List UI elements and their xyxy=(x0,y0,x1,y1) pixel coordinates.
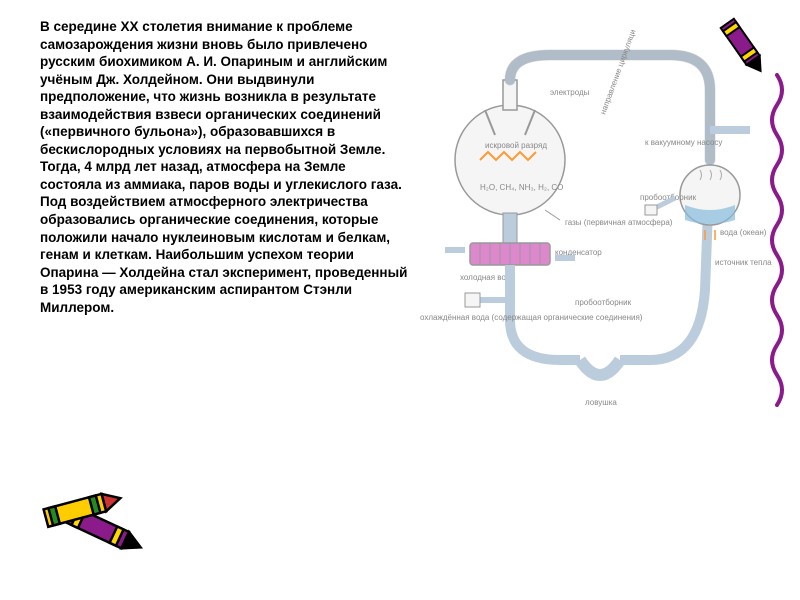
label-electrodes: электроды xyxy=(550,88,590,97)
label-circulation: направление циркуляции водяного пара xyxy=(598,30,658,116)
crayon-decoration-bottom xyxy=(30,465,170,580)
label-sampler: пробоотборник xyxy=(575,298,632,307)
label-cooled: охлаждённая вода (содержащая органически… xyxy=(420,313,643,322)
label-formula: H₂O, CH₄, NH₃, H₂, CO xyxy=(480,183,563,192)
label-trap: ловушка xyxy=(585,398,617,407)
main-paragraph: В середине XX столетия внимание к пробле… xyxy=(40,18,410,316)
reaction-flask xyxy=(455,105,565,215)
label-gases: газы (первичная атмосфера) xyxy=(565,218,673,227)
label-water: вода (океан) xyxy=(720,228,767,237)
trap xyxy=(580,360,620,375)
label-vacuum: к вакуумному насосу xyxy=(645,138,722,147)
label-spark: искровой разряд xyxy=(485,141,547,150)
squiggle-decoration xyxy=(762,70,792,425)
